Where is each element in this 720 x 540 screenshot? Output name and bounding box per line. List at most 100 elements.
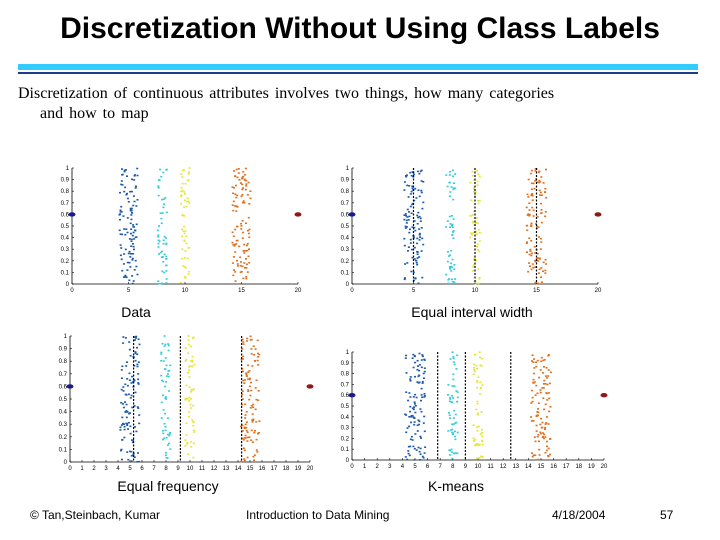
scatter-point-blue bbox=[421, 380, 424, 383]
scatter-point-orange bbox=[244, 188, 247, 191]
scatter-point-blue bbox=[126, 422, 129, 425]
scatter-point-cyan bbox=[166, 444, 169, 446]
scatter-point-yellow bbox=[181, 228, 183, 231]
scatter-point-orange bbox=[530, 389, 533, 392]
scatter-point-yellow bbox=[477, 199, 479, 202]
scatter-point-orange bbox=[245, 374, 248, 377]
scatter-point-blue bbox=[131, 439, 133, 441]
scatter-point-cyan bbox=[451, 234, 454, 236]
scatter-point-blue bbox=[410, 415, 413, 417]
scatter-point-blue bbox=[405, 175, 408, 178]
title-underline-light bbox=[18, 64, 698, 70]
scatter-point-orange bbox=[248, 370, 251, 372]
scatter-point-yellow bbox=[192, 404, 195, 407]
scatter-point-yellow bbox=[481, 456, 484, 458]
scatter-point-cyan bbox=[451, 385, 454, 387]
scatter-point-blue bbox=[411, 203, 414, 206]
scatter-point-cyan bbox=[451, 224, 453, 227]
y-tick-label: 0.3 bbox=[341, 247, 350, 253]
scatter-point-blue bbox=[125, 169, 127, 171]
scatter-point-cyan bbox=[452, 237, 455, 239]
scatter-point-yellow bbox=[471, 174, 474, 177]
scatter-point-orange bbox=[249, 335, 252, 338]
scatter-point-orange bbox=[531, 354, 534, 356]
scatter-point-blue bbox=[414, 277, 417, 279]
scatter-point-orange bbox=[252, 441, 254, 443]
scatter-point-yellow bbox=[185, 422, 188, 424]
scatter-point-blue bbox=[136, 174, 139, 177]
scatter-point-orange bbox=[241, 424, 244, 427]
scatter-point-orange bbox=[231, 186, 234, 188]
scatter-point-yellow bbox=[181, 257, 184, 260]
scatter-point-orange bbox=[234, 205, 236, 207]
scatter-point-orange bbox=[540, 212, 543, 214]
scatter-point-blue bbox=[403, 278, 406, 281]
scatter-point-yellow bbox=[184, 193, 186, 195]
scatter-point-orange bbox=[248, 203, 251, 205]
scatter-point-blue bbox=[131, 441, 134, 444]
scatter-point-orange bbox=[536, 411, 539, 413]
scatter-point-cyan bbox=[164, 368, 166, 370]
scatter-point-orange bbox=[242, 250, 245, 252]
x-tick-label: 15 bbox=[533, 288, 540, 294]
scatter-point-blue bbox=[138, 414, 141, 416]
scatter-point-orange bbox=[244, 167, 247, 170]
scatter-point-blue bbox=[405, 222, 408, 224]
scatter-point-cyan bbox=[157, 179, 160, 181]
scatter-point-orange bbox=[534, 281, 537, 284]
scatter-point-orange bbox=[254, 360, 256, 362]
scatter-point-blue bbox=[122, 336, 125, 338]
scatter-point-orange bbox=[530, 188, 533, 190]
scatter-point-cyan bbox=[162, 394, 164, 397]
x-tick-label: 12 bbox=[500, 464, 507, 470]
scatter-point-yellow bbox=[185, 384, 188, 387]
scatter-point-blue bbox=[419, 408, 422, 410]
scatter-point-orange bbox=[241, 338, 244, 341]
scatter-point-orange bbox=[528, 213, 531, 216]
scatter-point-cyan bbox=[450, 270, 453, 272]
scatter-point-orange bbox=[546, 445, 548, 448]
scatter-point-yellow bbox=[188, 202, 191, 204]
scatter-point-orange bbox=[532, 361, 535, 363]
scatter-point-orange bbox=[532, 266, 535, 269]
scatter-point-blue bbox=[135, 185, 137, 188]
scatter-point-blue bbox=[120, 424, 123, 426]
scatter-point-yellow bbox=[187, 200, 190, 203]
scatter-point-cyan bbox=[167, 417, 169, 419]
scatter-point-cyan bbox=[454, 173, 457, 175]
scatter-point-orange bbox=[540, 202, 542, 205]
scatter-point-yellow bbox=[183, 266, 186, 268]
scatter-point-blue bbox=[131, 178, 133, 181]
scatter-point-orange bbox=[250, 439, 253, 441]
scatter-point-orange bbox=[536, 225, 539, 228]
scatter-point-yellow bbox=[183, 257, 186, 259]
scatter-point-orange bbox=[241, 393, 244, 396]
scatter-point-orange bbox=[241, 188, 244, 191]
scatter-point-orange bbox=[547, 369, 550, 371]
scatter-point-orange bbox=[539, 369, 542, 371]
x-tick-label: 13 bbox=[512, 464, 519, 470]
scatter-point-blue bbox=[136, 353, 139, 356]
scatter-point-orange bbox=[247, 255, 250, 258]
scatter-point-orange bbox=[532, 215, 535, 217]
scatter-point-blue bbox=[120, 377, 123, 379]
scatter-point-orange bbox=[537, 226, 540, 228]
scatter-point-cyan bbox=[156, 229, 159, 232]
scatter-point-blue bbox=[123, 276, 126, 278]
scatter-point-yellow bbox=[182, 230, 185, 232]
scatter-point-blue bbox=[416, 430, 419, 432]
scatter-point-orange bbox=[531, 396, 534, 399]
scatter-point-blue bbox=[412, 353, 415, 356]
scatter-point-cyan bbox=[451, 258, 454, 261]
scatter-point-blue bbox=[422, 181, 425, 183]
scatter-point-blue bbox=[125, 276, 128, 279]
scatter-point-orange bbox=[234, 271, 237, 273]
y-tick-label: 0 bbox=[346, 458, 350, 464]
scatter-point-yellow bbox=[191, 355, 194, 358]
x-tick-label: 20 bbox=[307, 466, 314, 472]
scatter-point-blue bbox=[411, 439, 414, 441]
scatter-point-cyan bbox=[157, 246, 160, 248]
scatter-point-yellow bbox=[181, 235, 183, 238]
scatter-point-yellow bbox=[481, 428, 483, 431]
scatter-point-orange bbox=[247, 181, 250, 184]
